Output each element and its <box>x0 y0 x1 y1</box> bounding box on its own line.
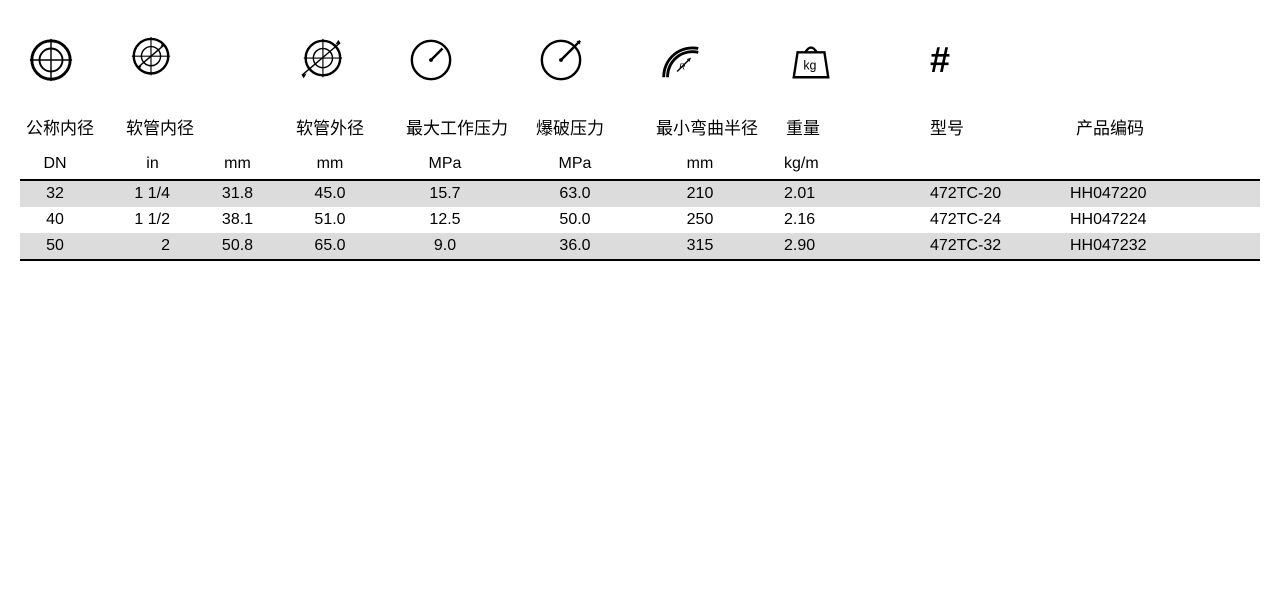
cell-br: 315 <box>650 237 780 255</box>
label-burst: 爆破压力 <box>530 114 650 139</box>
unit-wp: MPa <box>400 155 530 173</box>
label-hose-od: 软管外径 <box>290 114 400 139</box>
bend-radius-icon: R <box>650 37 780 83</box>
model-icon: # <box>890 39 1070 81</box>
table-row: 50 2 50.8 65.0 9.0 36.0 315 2.90 472TC-3… <box>20 233 1260 261</box>
cell-br: 250 <box>650 211 780 229</box>
cell-wt: 2.01 <box>780 185 890 203</box>
nominal-id-icon <box>20 37 120 83</box>
cell-wp: 15.7 <box>400 185 530 203</box>
cell-bp: 36.0 <box>530 237 650 255</box>
cell-dn: 50 <box>20 237 120 255</box>
cell-dn: 40 <box>20 211 120 229</box>
hose-od-icon <box>290 37 400 83</box>
unit-wt: kg/m <box>780 155 890 173</box>
burst-icon <box>530 37 650 83</box>
label-hose-id: 软管内径 <box>120 114 290 139</box>
hose-id-icon <box>120 37 290 83</box>
cell-dn: 32 <box>20 185 120 203</box>
cell-code: HH047220 <box>1070 185 1260 203</box>
cell-br: 210 <box>650 185 780 203</box>
cell-wp: 12.5 <box>400 211 530 229</box>
cell-wt: 2.16 <box>780 211 890 229</box>
label-max-wp: 最大工作压力 <box>400 114 530 139</box>
cell-od: 51.0 <box>290 211 400 229</box>
cell-model: 472TC-32 <box>890 237 1070 255</box>
cell-od: 65.0 <box>290 237 400 255</box>
label-weight: 重量 <box>780 114 890 139</box>
cell-bp: 63.0 <box>530 185 650 203</box>
cell-wp: 9.0 <box>400 237 530 255</box>
svg-text:R: R <box>679 62 685 72</box>
cell-wt: 2.90 <box>780 237 890 255</box>
cell-in: 1 1/2 <box>120 211 205 229</box>
label-nominal-id: 公称内径 <box>20 114 120 139</box>
unit-mm: mm <box>205 155 290 173</box>
label-code: 产品编码 <box>1070 114 1260 139</box>
cell-mm: 50.8 <box>205 237 290 255</box>
cell-in: 2 <box>120 237 205 255</box>
unit-header-row: DN in mm mm MPa MPa mm kg/m <box>20 149 1260 181</box>
cell-bp: 50.0 <box>530 211 650 229</box>
cell-model: 472TC-24 <box>890 211 1070 229</box>
cell-mm: 38.1 <box>205 211 290 229</box>
unit-od: mm <box>290 155 400 173</box>
cell-in: 1 1/4 <box>120 185 205 203</box>
cell-code: HH047224 <box>1070 211 1260 229</box>
max-wp-icon <box>400 37 530 83</box>
spec-table: R kg # 公称内径 软管内径 软管外径 最大工作压力 爆破压力 最小弯曲半径… <box>20 30 1260 261</box>
label-header-row: 公称内径 软管内径 软管外径 最大工作压力 爆破压力 最小弯曲半径 重量 型号 … <box>20 110 1260 149</box>
weight-icon: kg <box>780 37 890 83</box>
table-row: 40 1 1/2 38.1 51.0 12.5 50.0 250 2.16 47… <box>20 207 1260 233</box>
label-bend-radius: 最小弯曲半径 <box>650 114 780 139</box>
unit-bp: MPa <box>530 155 650 173</box>
svg-text:kg: kg <box>803 59 816 73</box>
table-row: 32 1 1/4 31.8 45.0 15.7 63.0 210 2.01 47… <box>20 181 1260 207</box>
unit-in: in <box>120 155 205 173</box>
cell-mm: 31.8 <box>205 185 290 203</box>
cell-model: 472TC-20 <box>890 185 1070 203</box>
cell-od: 45.0 <box>290 185 400 203</box>
icon-header-row: R kg # <box>20 30 1260 90</box>
unit-dn: DN <box>20 155 120 173</box>
unit-br: mm <box>650 155 780 173</box>
cell-code: HH047232 <box>1070 237 1260 255</box>
label-model: 型号 <box>890 114 1070 139</box>
